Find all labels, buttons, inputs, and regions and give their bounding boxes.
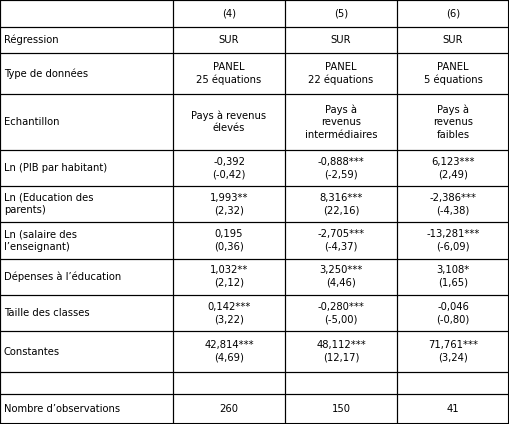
Text: 1,032**
(2,12): 1,032** (2,12) bbox=[210, 265, 248, 288]
Bar bbox=[173, 372, 285, 394]
Text: Ln (salaire des
l’enseignant): Ln (salaire des l’enseignant) bbox=[4, 229, 77, 251]
Text: -2,386***
(-4,38): -2,386*** (-4,38) bbox=[430, 193, 476, 215]
Text: Pays à
revenus
faibles: Pays à revenus faibles bbox=[433, 104, 473, 139]
Bar bbox=[0, 331, 173, 372]
Bar bbox=[173, 150, 285, 186]
Bar bbox=[285, 186, 397, 222]
Bar bbox=[0, 0, 173, 27]
Text: 6,123***
(2,49): 6,123*** (2,49) bbox=[431, 157, 475, 179]
Text: Ln (PIB par habitant): Ln (PIB par habitant) bbox=[4, 163, 107, 173]
Text: Dépenses à l’éducation: Dépenses à l’éducation bbox=[4, 271, 121, 282]
Text: -0,392
(-0,42): -0,392 (-0,42) bbox=[212, 157, 246, 179]
Text: PANEL
5 équations: PANEL 5 équations bbox=[423, 62, 483, 85]
Bar bbox=[285, 295, 397, 331]
Bar bbox=[0, 186, 173, 222]
Bar bbox=[173, 186, 285, 222]
Bar bbox=[173, 0, 285, 27]
Text: 42,814***
(4,69): 42,814*** (4,69) bbox=[204, 340, 254, 363]
Text: 8,316***
(22,16): 8,316*** (22,16) bbox=[319, 193, 363, 215]
Text: -0,888***
(-2,59): -0,888*** (-2,59) bbox=[318, 157, 364, 179]
Text: -0,046
(-0,80): -0,046 (-0,80) bbox=[436, 301, 470, 324]
Bar bbox=[0, 372, 173, 394]
Text: -2,705***
(-4,37): -2,705*** (-4,37) bbox=[318, 229, 364, 251]
Text: PANEL
25 équations: PANEL 25 équations bbox=[196, 62, 262, 85]
Bar bbox=[285, 150, 397, 186]
Bar bbox=[0, 150, 173, 186]
Bar bbox=[0, 53, 173, 94]
Bar bbox=[397, 295, 509, 331]
Bar bbox=[0, 295, 173, 331]
Text: Constantes: Constantes bbox=[4, 346, 60, 357]
Text: 41: 41 bbox=[447, 404, 459, 414]
Bar bbox=[173, 27, 285, 53]
Text: PANEL
22 équations: PANEL 22 équations bbox=[308, 62, 374, 85]
Bar bbox=[173, 222, 285, 259]
Bar bbox=[0, 222, 173, 259]
Text: Pays à revenus
élevés: Pays à revenus élevés bbox=[191, 111, 267, 134]
Bar bbox=[397, 0, 509, 27]
Bar bbox=[397, 186, 509, 222]
Bar bbox=[397, 222, 509, 259]
Text: 3,108*
(1,65): 3,108* (1,65) bbox=[436, 265, 470, 288]
Bar bbox=[0, 94, 173, 150]
Bar bbox=[285, 0, 397, 27]
Text: (6): (6) bbox=[446, 8, 460, 18]
Text: Régression: Régression bbox=[4, 35, 59, 45]
Bar bbox=[173, 331, 285, 372]
Bar bbox=[285, 94, 397, 150]
Bar bbox=[173, 295, 285, 331]
Text: 260: 260 bbox=[219, 404, 239, 414]
Text: SUR: SUR bbox=[331, 35, 351, 45]
Bar bbox=[0, 394, 173, 424]
Bar bbox=[285, 331, 397, 372]
Bar bbox=[285, 222, 397, 259]
Bar bbox=[397, 94, 509, 150]
Text: 0,142***
(3,22): 0,142*** (3,22) bbox=[207, 301, 251, 324]
Bar bbox=[173, 94, 285, 150]
Bar bbox=[285, 259, 397, 295]
Text: Ln (Education des
parents): Ln (Education des parents) bbox=[4, 193, 94, 215]
Text: 3,250***
(4,46): 3,250*** (4,46) bbox=[319, 265, 363, 288]
Bar bbox=[173, 53, 285, 94]
Bar bbox=[397, 53, 509, 94]
Bar bbox=[397, 372, 509, 394]
Text: (5): (5) bbox=[334, 8, 348, 18]
Text: Nombre d’observations: Nombre d’observations bbox=[4, 404, 120, 414]
Text: Type de données: Type de données bbox=[4, 68, 88, 79]
Bar bbox=[0, 27, 173, 53]
Bar bbox=[173, 394, 285, 424]
Bar bbox=[285, 27, 397, 53]
Text: 1,993**
(2,32): 1,993** (2,32) bbox=[210, 193, 248, 215]
Bar bbox=[285, 394, 397, 424]
Text: 71,761***
(3,24): 71,761*** (3,24) bbox=[428, 340, 478, 363]
Text: Echantillon: Echantillon bbox=[4, 117, 60, 127]
Text: 0,195
(0,36): 0,195 (0,36) bbox=[214, 229, 244, 251]
Text: -13,281***
(-6,09): -13,281*** (-6,09) bbox=[427, 229, 479, 251]
Bar bbox=[397, 394, 509, 424]
Bar bbox=[173, 259, 285, 295]
Text: SUR: SUR bbox=[219, 35, 239, 45]
Text: SUR: SUR bbox=[443, 35, 463, 45]
Bar bbox=[397, 259, 509, 295]
Text: Taille des classes: Taille des classes bbox=[4, 308, 90, 318]
Bar bbox=[397, 150, 509, 186]
Text: -0,280***
(-5,00): -0,280*** (-5,00) bbox=[318, 301, 364, 324]
Bar bbox=[397, 27, 509, 53]
Bar bbox=[397, 331, 509, 372]
Text: 48,112***
(12,17): 48,112*** (12,17) bbox=[316, 340, 366, 363]
Text: Pays à
revenus
intermédiaires: Pays à revenus intermédiaires bbox=[305, 104, 377, 139]
Bar bbox=[0, 259, 173, 295]
Text: (4): (4) bbox=[222, 8, 236, 18]
Bar bbox=[285, 372, 397, 394]
Bar bbox=[285, 53, 397, 94]
Text: 150: 150 bbox=[331, 404, 351, 414]
